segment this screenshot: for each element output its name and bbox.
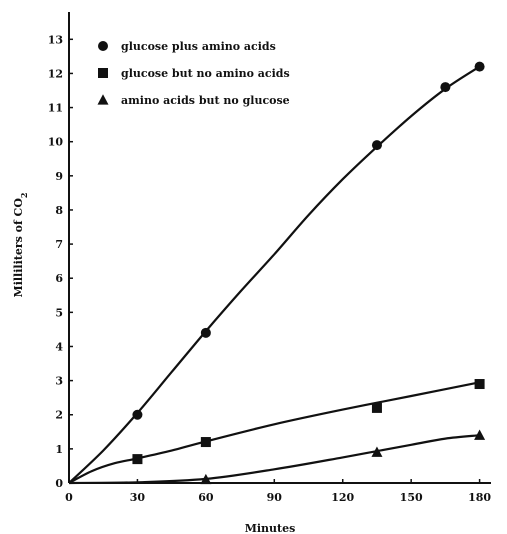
data-point-triangle (371, 446, 383, 457)
x-tick-label: 60 (198, 491, 214, 504)
y-tick-label: 6 (55, 272, 63, 285)
legend: glucose plus amino acids glucose but no a… (97, 40, 290, 107)
data-point-circle (474, 61, 485, 72)
series-curves (68, 65, 481, 485)
data-point-circle (440, 82, 451, 93)
x-tick-label: 150 (400, 491, 423, 504)
data-point-square (371, 402, 382, 413)
data-point-circle (132, 409, 143, 420)
data-point-triangle (200, 473, 212, 485)
series-line-1 (68, 65, 481, 484)
data-point-square (474, 379, 485, 390)
legend-label: glucose but no amino acids (121, 67, 290, 80)
y-axis-label: Milliliters of CO2 (12, 193, 29, 298)
x-tick-label: 0 (65, 491, 73, 504)
y-tick-label: 13 (48, 33, 63, 46)
series-line-3 (68, 434, 480, 485)
y-tick-label: 9 (55, 170, 63, 183)
y-axis-label-subscript: 2 (19, 193, 29, 199)
legend-marker-circle (98, 41, 108, 51)
y-tick-label: 5 (55, 306, 63, 319)
y-tick-label: 2 (55, 409, 63, 422)
y-tick-label: 7 (55, 238, 63, 251)
x-tick-label: 120 (331, 491, 354, 504)
y-tick-label: 12 (48, 67, 63, 80)
y-tick-label: 4 (55, 340, 63, 353)
y-axis-label-main: Milliliters of CO (12, 198, 25, 298)
y-tick-label: 10 (48, 136, 64, 149)
series-markers (132, 61, 486, 485)
data-point-square (200, 437, 211, 448)
y-tick-label: 1 (55, 443, 63, 456)
x-tick-label: 180 (468, 491, 491, 504)
data-point-circle (200, 327, 211, 338)
y-tick-label: 3 (55, 375, 63, 388)
data-point-triangle (474, 429, 486, 440)
data-point-square (132, 454, 143, 465)
y-tick-label: 11 (48, 102, 63, 115)
x-axis-ticks: 0 30 60 90 120 150 180 (65, 479, 491, 504)
y-tick-label: 8 (55, 204, 63, 217)
y-tick-label: 0 (55, 477, 63, 490)
x-tick-label: 90 (267, 491, 283, 504)
legend-marker-triangle (97, 94, 109, 105)
x-axis-label: Minutes (245, 522, 296, 534)
legend-label: amino acids but no glucose (121, 94, 290, 107)
legend-label: glucose plus amino acids (121, 40, 276, 53)
series-line-2 (68, 381, 480, 484)
legend-marker-square (98, 68, 108, 78)
x-tick-label: 30 (130, 491, 146, 504)
data-point-circle (371, 140, 382, 151)
